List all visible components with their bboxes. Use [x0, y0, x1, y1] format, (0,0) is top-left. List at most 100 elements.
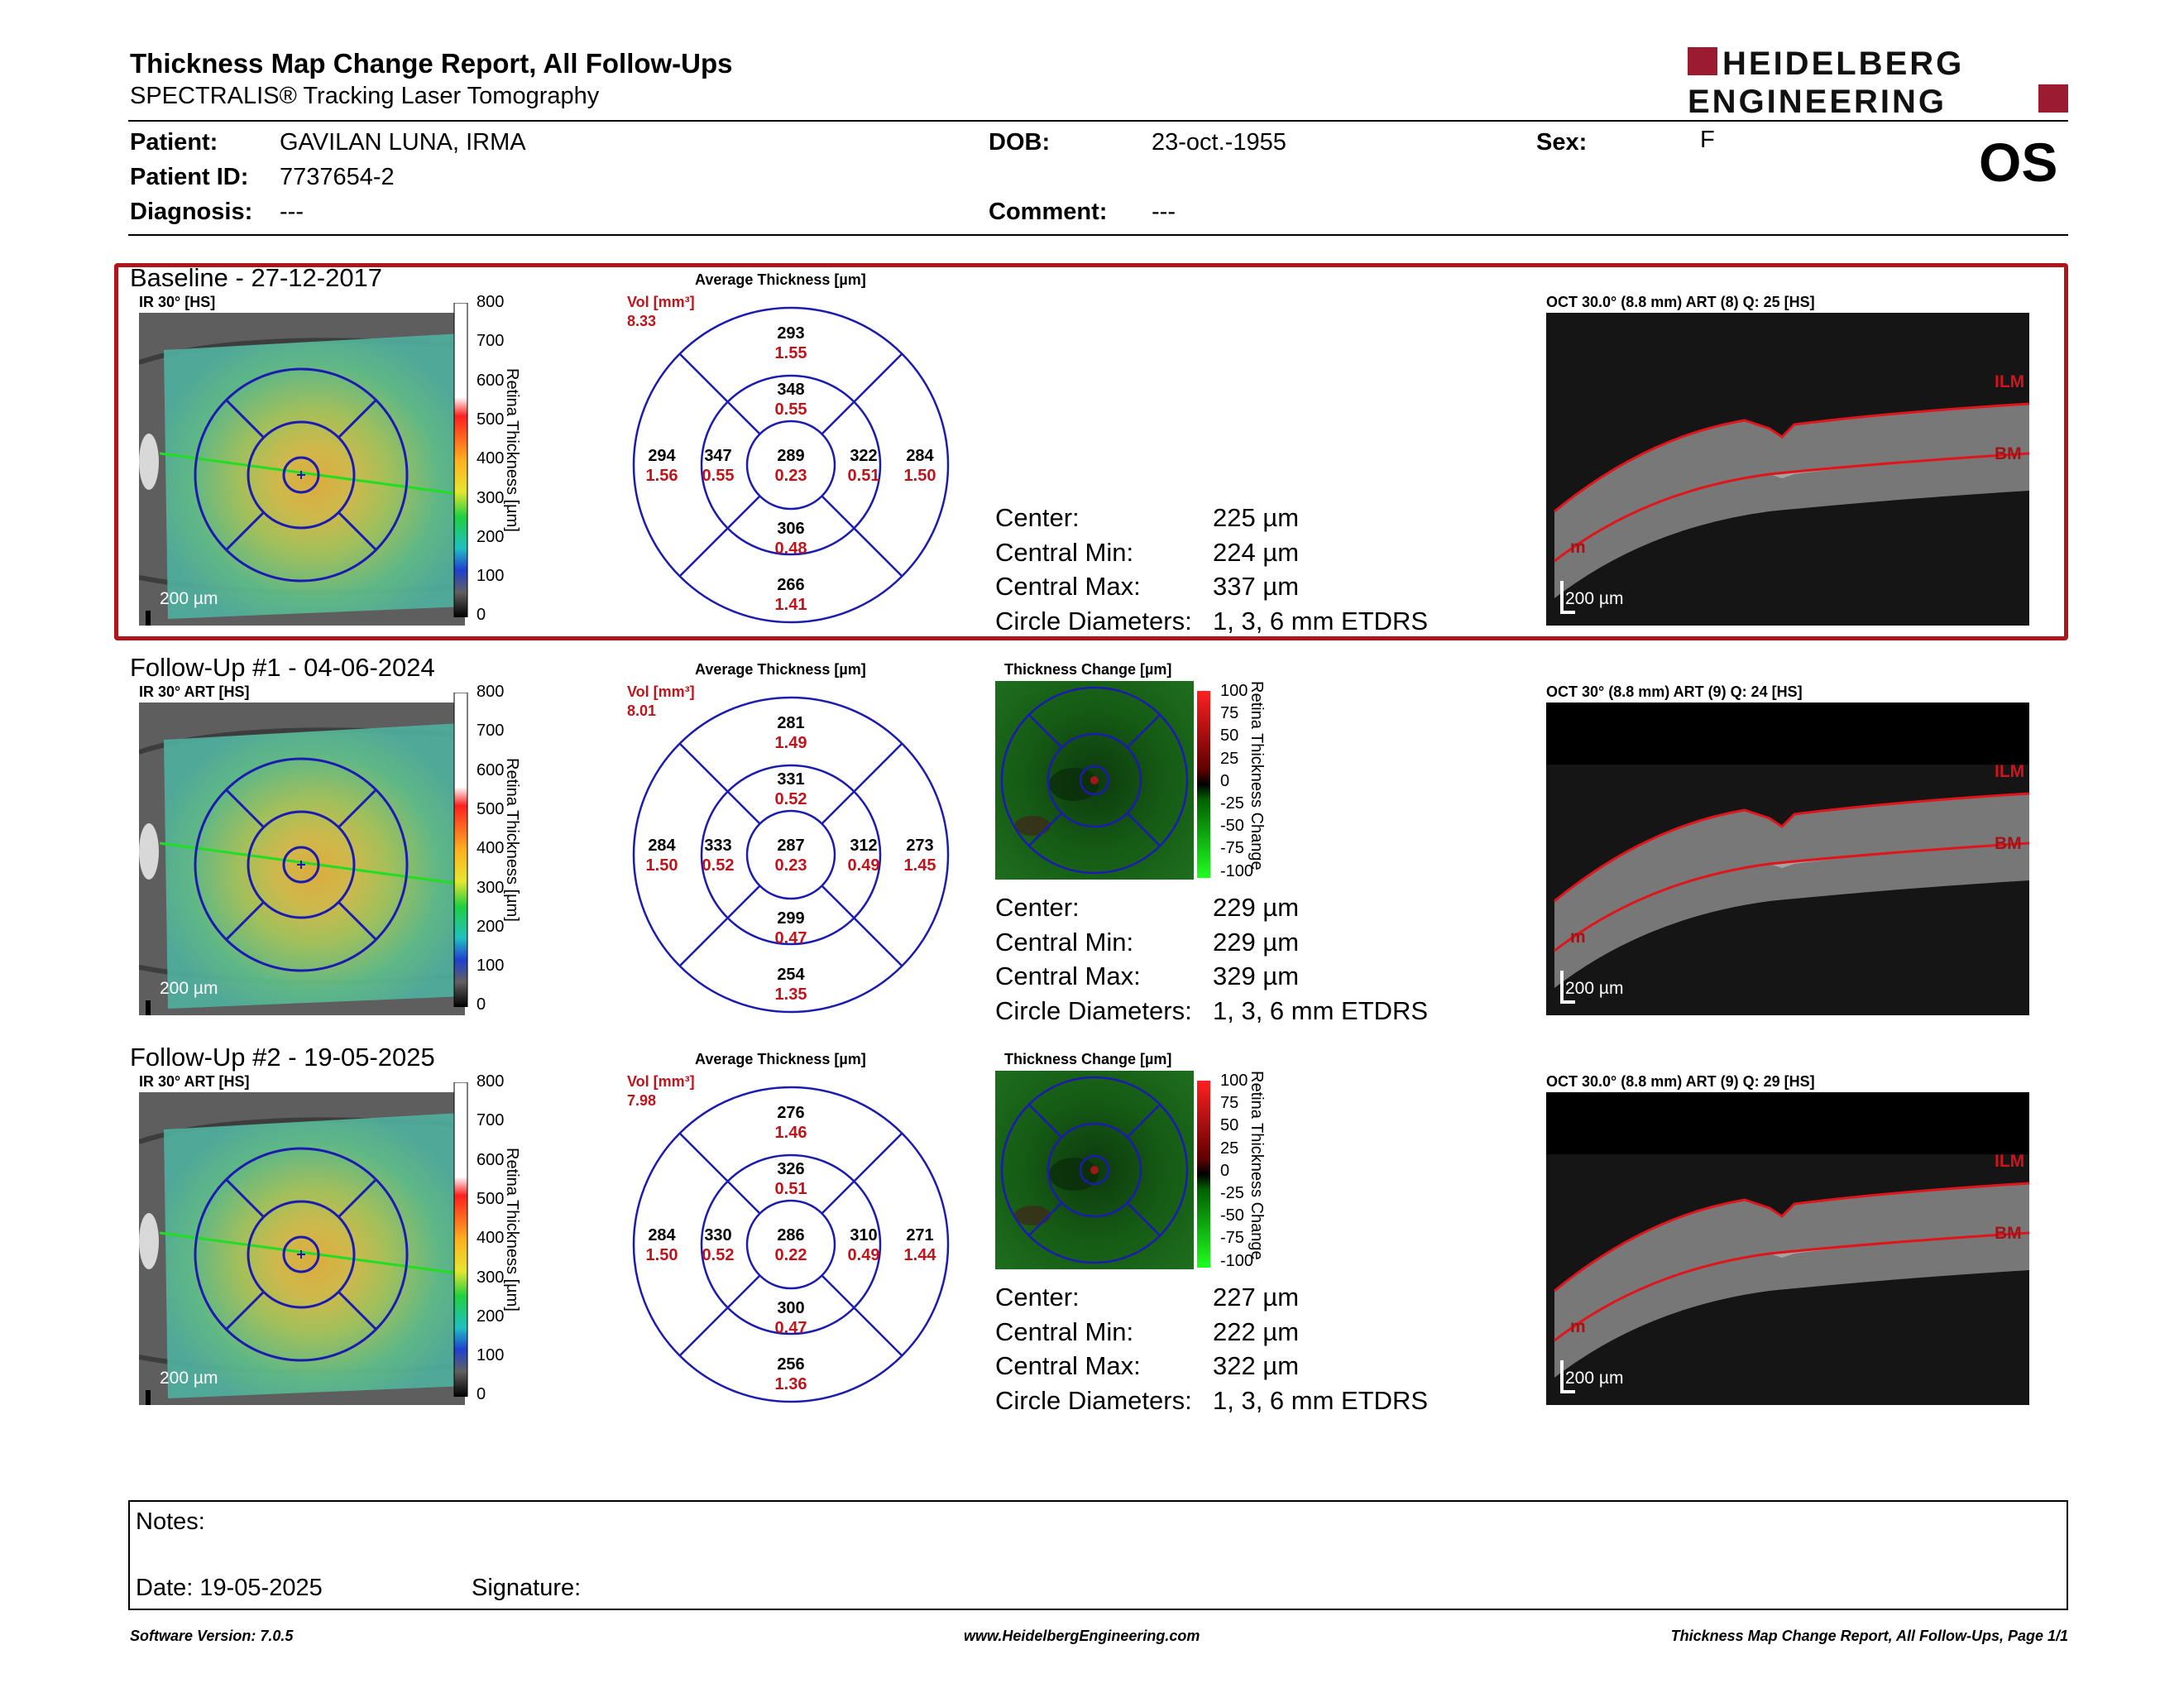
etdrs-volume-left-outer: 1.50 [646, 1246, 678, 1264]
ir-scalebar: 200 µm [160, 589, 218, 608]
thickness-scale-tick: 600 [477, 371, 505, 390]
etdrs-thickness-right-outer: 273 [906, 837, 933, 855]
etdrs-thickness-center: 287 [777, 837, 804, 855]
change-scale-tick: 50 [1220, 727, 1239, 746]
dob-value: 23-oct.-1955 [1152, 129, 1286, 156]
thickness-scale-tick: 700 [477, 1111, 505, 1130]
change-scale-tick: -25 [1220, 794, 1244, 813]
change-scale-tick: -75 [1220, 839, 1244, 858]
central-min-label: Central Min: [995, 1316, 1134, 1346]
svg-text:ENGINEERING: ENGINEERING [1688, 84, 1947, 116]
m-label: m [1570, 1317, 1586, 1336]
etdrs-thickness-bottom-outer: 256 [777, 1355, 804, 1374]
central-max-label: Central Max: [995, 572, 1141, 601]
exam-title: Follow-Up #1 - 04-06-2024 [130, 653, 435, 682]
etdrs-thickness-right-inner: 322 [850, 447, 877, 465]
thickness-scale-tick: 300 [477, 878, 505, 897]
etdrs-volume-bottom-outer: 1.36 [775, 1375, 807, 1393]
etdrs-thickness-left-outer: 284 [648, 837, 676, 855]
oct-scalebar: 200 µm [1565, 1369, 1624, 1388]
etdrs-thickness-bottom-outer: 254 [777, 966, 805, 984]
etdrs-volume-bottom-inner: 0.47 [775, 1319, 807, 1337]
etdrs-thickness-left-inner: 347 [704, 447, 731, 465]
center-label: Center: [995, 893, 1080, 922]
etdrs-divider [821, 495, 903, 578]
change-scale-tick: 100 [1220, 682, 1248, 700]
thickness-change-map [995, 1071, 1194, 1269]
thickness-scale-tick: 500 [477, 410, 505, 429]
thickness-change-color-scale [1197, 691, 1210, 878]
change-scale-tick: 25 [1220, 749, 1239, 768]
center-value: 229 µm [1213, 893, 1300, 922]
m-label: m [1570, 928, 1586, 947]
etdrs-ring [632, 1086, 950, 1403]
report-subtitle: SPECTRALIS® Tracking Laser Tomography [130, 83, 600, 109]
ir-label: IR 30° ART [HS] [139, 1073, 250, 1090]
page-info: Thickness Map Change Report, All Follow-… [1670, 1628, 2068, 1644]
circle-diameters-value: 1, 3, 6 mm ETDRS [1213, 1385, 1429, 1415]
etdrs-volume-top-outer: 1.46 [775, 1124, 807, 1142]
thickness-scale-tick: 700 [477, 332, 505, 351]
etdrs-volume-right-outer: 1.45 [904, 856, 936, 875]
avg-thickness-title: Average Thickness [µm] [695, 661, 866, 678]
central-min-value: 224 µm [1213, 537, 1300, 567]
ir-label: IR 30° [HS] [139, 294, 216, 310]
circle-diameters-value: 1, 3, 6 mm ETDRS [1213, 995, 1429, 1025]
change-scale-tick: -75 [1220, 1229, 1244, 1248]
etdrs-volume-center: 0.22 [775, 1246, 807, 1264]
report-title: Thickness Map Change Report, All Follow-… [130, 48, 733, 79]
central-max-label: Central Max: [995, 1351, 1141, 1380]
thickness-scale-tick: 800 [477, 683, 505, 701]
exam-block: Follow-Up #2 - 19-05-2025 IR 30° ART [HS] [0, 779, 2184, 1415]
etdrs-thickness-right-outer: 284 [906, 447, 934, 465]
thickness-scale-tick: 200 [477, 917, 505, 936]
etdrs-divider [678, 495, 761, 578]
etdrs-volume-top-outer: 1.49 [775, 734, 807, 752]
etdrs-volume-right-outer: 1.44 [904, 1246, 937, 1264]
ilm-label: ILM [1995, 372, 2025, 391]
etdrs-volume-right-inner: 0.49 [848, 1246, 880, 1264]
dob-label: DOB: [989, 129, 1051, 156]
software-version: Software Version: 7.0.5 [130, 1628, 294, 1644]
thickness-scale-tick: 400 [477, 839, 505, 858]
oct-label: OCT 30.0° (8.8 mm) ART (8) Q: 25 [HS] [1546, 294, 1815, 310]
etdrs-volume-bottom-inner: 0.47 [775, 929, 807, 947]
ilm-label: ILM [1995, 1152, 2025, 1171]
patient-name: GAVILAN LUNA, IRMA [280, 129, 526, 156]
etdrs-volume-bottom-outer: 1.41 [775, 596, 807, 614]
exam-title: Follow-Up #2 - 19-05-2025 [130, 1043, 435, 1072]
etdrs-thickness-right-inner: 312 [850, 837, 877, 855]
etdrs-thickness-grid: 2811.493310.522870.232841.503330.523120.… [632, 696, 950, 1014]
etdrs-thickness-top-outer: 276 [777, 1104, 804, 1122]
etdrs-ring [700, 374, 882, 556]
vol-value: 8.33 [627, 313, 657, 329]
exam-block: Baseline - 27-12-2017 IR 30° [HS] [0, 0, 2184, 635]
oct-label: OCT 30° (8.8 mm) ART (9) Q: 24 [HS] [1546, 683, 1803, 700]
ir-scalebar: 200 µm [160, 1369, 218, 1388]
thickness-scale-tick: 0 [477, 1385, 486, 1404]
patient-id: 7737654-2 [280, 164, 395, 190]
patient-id-label: Patient ID: [130, 164, 249, 190]
etdrs-divider [821, 885, 903, 967]
vol-value: 8.01 [627, 703, 657, 719]
patient-label: Patient: [130, 129, 218, 156]
website-link[interactable]: www.HeidelbergEngineering.com [964, 1628, 1200, 1644]
etdrs-ring [700, 1153, 882, 1336]
etdrs-volume-top-inner: 0.52 [775, 790, 807, 808]
etdrs-volume-left-outer: 1.56 [646, 467, 678, 485]
sex-value: F [1700, 127, 1715, 153]
etdrs-thickness-top-inner: 348 [777, 381, 804, 399]
diagnosis-value: --- [280, 199, 304, 225]
bm-label: BM [1995, 834, 2022, 853]
oct-label: OCT 30.0° (8.8 mm) ART (9) Q: 29 [HS] [1546, 1073, 1815, 1090]
thickness-color-scale [453, 303, 468, 617]
vol-label: Vol [mm³] [627, 294, 695, 310]
thickness-change-map [995, 681, 1194, 880]
vol-value: 7.98 [627, 1092, 657, 1109]
central-max-label: Central Max: [995, 961, 1141, 990]
heidelberg-logo: HEIDELBERG ENGINEERING [1688, 46, 2068, 116]
bm-label: BM [1995, 1224, 2022, 1243]
etdrs-thickness-top-outer: 281 [777, 714, 804, 732]
etdrs-thickness-right-outer: 271 [906, 1226, 933, 1244]
exam-title: Baseline - 27-12-2017 [130, 263, 383, 292]
